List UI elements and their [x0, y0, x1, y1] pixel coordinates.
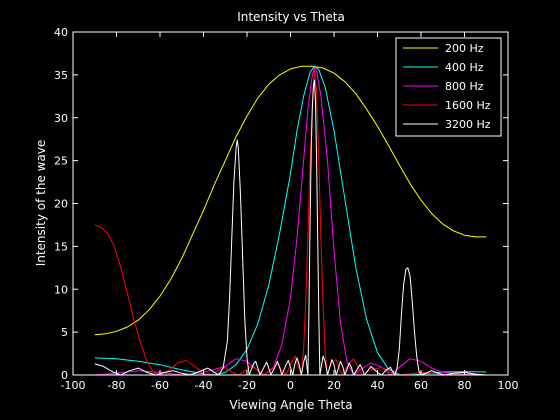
x-tick-label: 0: [287, 379, 294, 392]
y-tick-label: 35: [54, 69, 68, 82]
x-tick-label: -40: [195, 379, 213, 392]
legend-label: 400 Hz: [445, 61, 484, 74]
y-tick-label: 20: [54, 198, 68, 211]
legend-label: 800 Hz: [445, 80, 484, 93]
y-tick-label: 10: [54, 283, 68, 296]
y-tick-label: 5: [61, 326, 68, 339]
x-tick-label: -80: [108, 379, 126, 392]
series-line-800-hz: [94, 67, 487, 375]
legend-label: 200 Hz: [445, 42, 484, 55]
x-tick-label: -60: [151, 379, 169, 392]
legend-label: 3200 Hz: [445, 118, 491, 131]
x-tick-label: 60: [414, 379, 428, 392]
legend: 200 Hz 400 Hz 800 Hz 1600 Hz 3200 Hz: [395, 37, 502, 137]
series-line-200-hz: [94, 65, 487, 336]
y-axis-label: Intensity of the wave: [34, 140, 48, 267]
ticks-layer: -100 -80 -60 -40 -20 0 20 40 60 80 100 0 5 10 15 20 25 30…: [54, 26, 519, 392]
plot-frame: [72, 31, 509, 376]
y-tick-label: 30: [54, 112, 68, 125]
y-tick-label: 0: [61, 369, 68, 382]
series-line-3200-hz: [94, 79, 487, 375]
x-tick-label: -20: [238, 379, 256, 392]
legend-box: [395, 37, 502, 137]
legend-label: 1600 Hz: [445, 99, 491, 112]
x-tick-label: 80: [458, 379, 472, 392]
y-tick-label: 25: [54, 155, 68, 168]
series-layer: [94, 65, 487, 375]
series-line-1600-hz: [94, 69, 487, 375]
x-tick-label: 20: [327, 379, 341, 392]
x-tick-label: 100: [498, 379, 519, 392]
y-tick-label: 40: [54, 26, 68, 39]
x-axis-label: Viewing Angle Theta: [229, 398, 352, 412]
y-tick-label: 15: [54, 240, 68, 253]
chart-title: Intensity vs Theta: [237, 10, 345, 24]
x-tick-label: 40: [371, 379, 385, 392]
x-tick-label: -100: [61, 379, 86, 392]
